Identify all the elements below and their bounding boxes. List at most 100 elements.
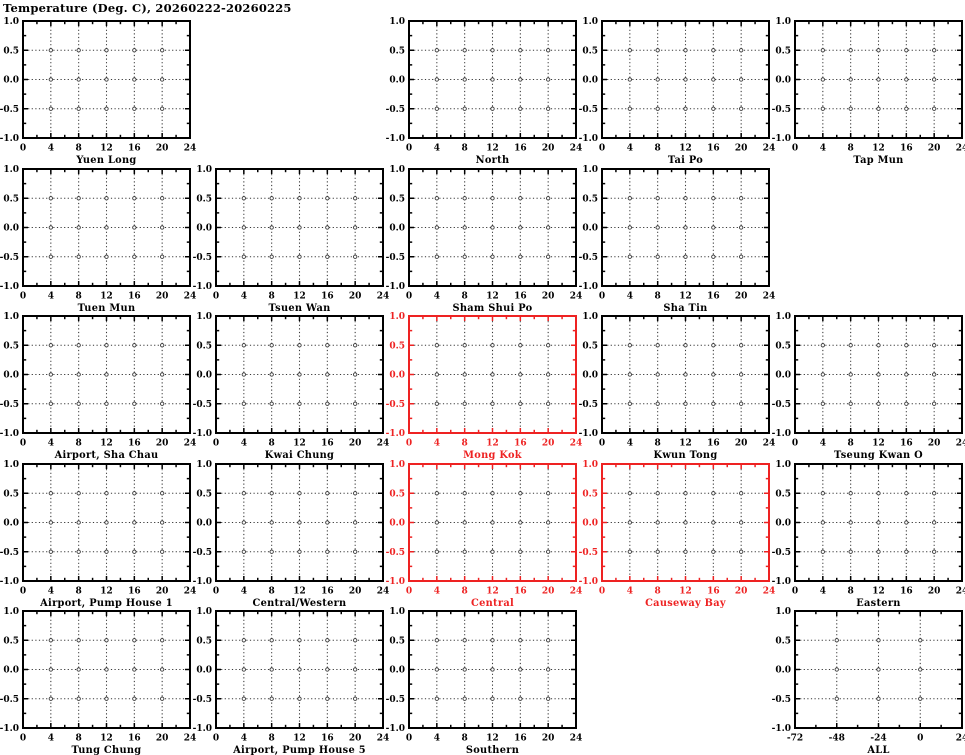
y-tick-label: -0.5 <box>0 105 19 115</box>
grid-intersection-dot <box>518 638 523 643</box>
y-tick-label: 1.0 <box>389 607 405 617</box>
grid-intersection-dot <box>325 696 330 701</box>
grid-intersection-dot <box>932 77 937 82</box>
grid-intersection-dot <box>820 106 825 111</box>
grid-intersection-dot <box>848 519 853 525</box>
grid-intersection-dot <box>518 490 523 495</box>
grid-intersection-dot <box>297 401 302 406</box>
x-tick-label: 12 <box>679 586 692 596</box>
grid-intersection-dot <box>518 519 523 525</box>
x-tick-label: 8 <box>462 144 468 154</box>
x-tick-label: 24 <box>570 439 583 449</box>
grid-intersection-dot <box>353 519 358 525</box>
grid-intersection-dot <box>904 549 909 554</box>
grid-intersection-dot <box>490 549 495 554</box>
x-tick-label: 4 <box>434 734 440 744</box>
grid-intersection-dot <box>434 490 439 495</box>
grid-intersection-dot <box>876 77 881 82</box>
x-tick-label: 8 <box>269 291 275 301</box>
x-tick-label: 24 <box>184 291 197 301</box>
subplot-airport-pump-house-5: 0 4 8 12 16 20 24 1.0 0.5 0.0 -0.5 -1.0 Airport, Pum… <box>193 607 390 755</box>
y-tick-label: 1.0 <box>775 607 791 617</box>
grid-intersection-dot <box>434 401 439 406</box>
grid-intersection-dot <box>76 696 81 701</box>
y-tick-label: 0.5 <box>582 489 598 499</box>
y-tick-label: -1.0 <box>193 577 212 587</box>
x-tick-label: 4 <box>434 291 440 301</box>
grid-intersection-dot <box>627 343 632 348</box>
grid-intersection-dot <box>711 106 716 111</box>
y-tick-label: 0.5 <box>389 489 405 499</box>
grid-intersection-dot <box>48 401 53 406</box>
grid-intersection-dot <box>820 77 825 82</box>
subplot-title: ALL <box>866 745 889 755</box>
grid-intersection-dot <box>325 224 330 230</box>
y-tick-label: -1.0 <box>0 282 19 292</box>
x-tick-label: 16 <box>128 291 141 301</box>
grid-intersection-dot <box>160 490 165 495</box>
y-tick-label: 0.5 <box>196 341 212 351</box>
grid-intersection-dot <box>739 195 744 200</box>
x-tick-label: 0 <box>406 734 412 744</box>
grid-intersection-dot <box>546 195 551 200</box>
x-tick-label: 16 <box>900 439 913 449</box>
x-tick-label: 8 <box>655 291 661 301</box>
x-tick-label: 24 <box>184 144 197 154</box>
y-tick-label: 0.0 <box>3 518 19 528</box>
y-tick-label: -1.0 <box>772 577 791 587</box>
grid-intersection-dot <box>739 48 744 53</box>
x-tick-label: 24 <box>956 734 965 744</box>
x-tick-label: 12 <box>872 439 885 449</box>
grid-intersection-dot <box>325 490 330 495</box>
grid-intersection-dot <box>297 254 302 259</box>
y-tick-label: 0.5 <box>196 489 212 499</box>
grid-intersection-dot <box>297 519 302 525</box>
grid-intersection-dot <box>325 343 330 348</box>
subplot-sham-shui-po: 0 4 8 12 16 20 24 1.0 0.5 0.0 -0.5 -1.0 Sham Shui Po <box>386 165 583 314</box>
grid-intersection-dot <box>834 696 839 701</box>
grid-intersection-dot <box>132 224 137 230</box>
grid-intersection-dot <box>904 48 909 53</box>
x-tick-label: 4 <box>241 439 247 449</box>
grid-intersection-dot <box>132 254 137 259</box>
x-tick-label: 12 <box>486 144 499 154</box>
grid-intersection-dot <box>820 401 825 406</box>
grid-intersection-dot <box>48 195 53 200</box>
y-tick-label: -0.5 <box>193 400 212 410</box>
grid-intersection-dot <box>932 401 937 406</box>
grid-intersection-dot <box>76 343 81 348</box>
grid-intersection-dot <box>848 490 853 495</box>
grid-intersection-dot <box>876 106 881 111</box>
grid-intersection-dot <box>655 490 660 495</box>
grid-intersection-dot <box>820 343 825 348</box>
y-tick-label: 1.0 <box>389 165 405 175</box>
grid-intersection-dot <box>848 401 853 406</box>
grid-intersection-dot <box>627 106 632 111</box>
y-tick-label: 0.5 <box>389 194 405 204</box>
grid-intersection-dot <box>48 519 53 525</box>
grid-intersection-dot <box>160 696 165 701</box>
grid-intersection-dot <box>353 254 358 259</box>
grid-intersection-dot <box>711 254 716 259</box>
y-tick-label: -0.5 <box>193 252 212 262</box>
grid-intersection-dot <box>269 343 274 348</box>
x-tick-label: 0 <box>792 144 798 154</box>
x-tick-label: 16 <box>514 291 527 301</box>
x-tick-label: 8 <box>76 144 82 154</box>
grid-intersection-dot <box>269 195 274 200</box>
grid-intersection-dot <box>241 490 246 495</box>
y-tick-label: 0.0 <box>775 76 791 86</box>
x-tick-label: 16 <box>128 144 141 154</box>
grid-intersection-dot <box>434 667 439 672</box>
grid-intersection-dot <box>353 696 358 701</box>
grid-intersection-dot <box>353 372 358 377</box>
grid-intersection-dot <box>132 195 137 200</box>
grid-intersection-dot <box>160 519 165 525</box>
grid-intersection-dot <box>132 638 137 643</box>
grid-intersection-dot <box>490 667 495 672</box>
y-tick-label: 1.0 <box>582 165 598 175</box>
grid-intersection-dot <box>876 48 881 53</box>
grid-intersection-dot <box>76 372 81 377</box>
y-tick-label: 0.0 <box>582 518 598 528</box>
grid-intersection-dot <box>48 106 53 111</box>
